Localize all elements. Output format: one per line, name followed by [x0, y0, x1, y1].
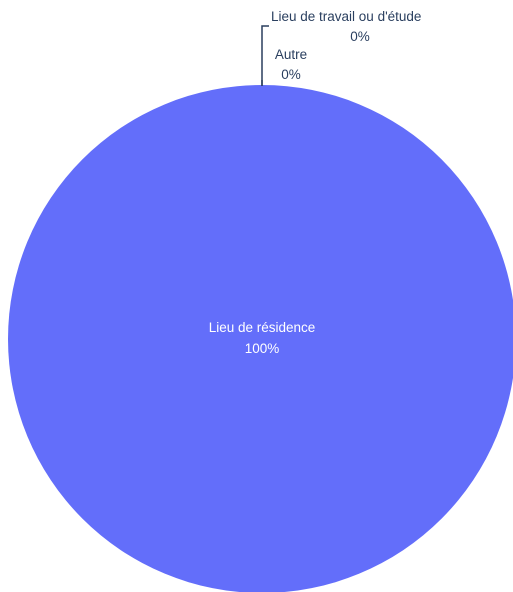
- label-residence-name: Lieu de résidence: [209, 320, 316, 335]
- pie-slice-lieu-de-residence: [8, 85, 513, 592]
- pie-slices: [8, 85, 513, 592]
- leader-line-travail: [261, 25, 269, 86]
- label-autre-value: 0%: [281, 67, 301, 82]
- label-travail-value: 0%: [350, 29, 370, 44]
- label-residence-value: 100%: [245, 341, 280, 356]
- label-travail-name: Lieu de travail ou d'étude: [271, 9, 421, 24]
- label-autre-name: Autre: [275, 47, 307, 62]
